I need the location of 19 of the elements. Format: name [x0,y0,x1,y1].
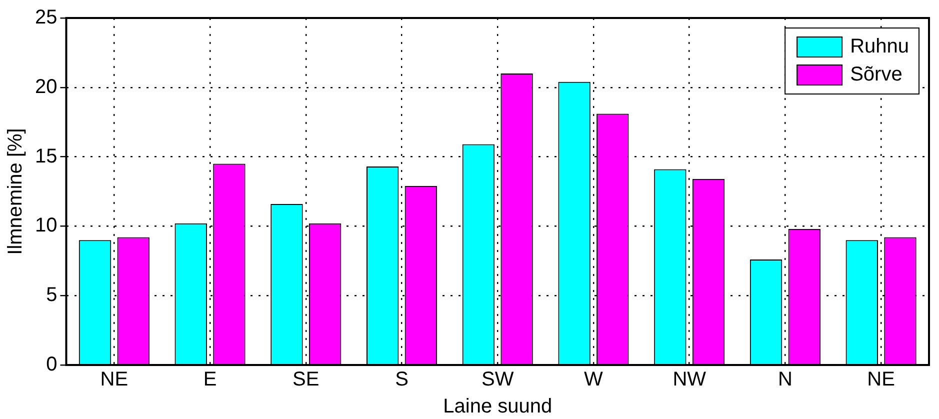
x-tick-label: NE [867,368,895,391]
x-tick-label: N [778,368,792,391]
x-tick-label: NE [100,368,128,391]
x-tick-label: S [395,368,408,391]
legend-label: Ruhnu [850,36,909,58]
y-tick-label: 5 [46,284,58,306]
y-tick-label: 10 [34,214,58,237]
x-axis-title: Laine suund [443,396,552,418]
y-tick-label: 25 [34,6,58,29]
x-tick-label: NW [672,368,706,391]
x-tick-label: SW [482,368,514,391]
y-axis-title: Ilmnemine [%] [4,128,27,255]
y-tick-label: 15 [34,145,58,168]
x-tick-label: SE [292,368,320,391]
y-tick-label: 20 [34,76,58,98]
x-tick-label: E [203,368,217,391]
legend-label: Sõrve [850,64,902,86]
x-tick-label: W [584,368,604,391]
y-tick-label: 0 [46,354,58,376]
